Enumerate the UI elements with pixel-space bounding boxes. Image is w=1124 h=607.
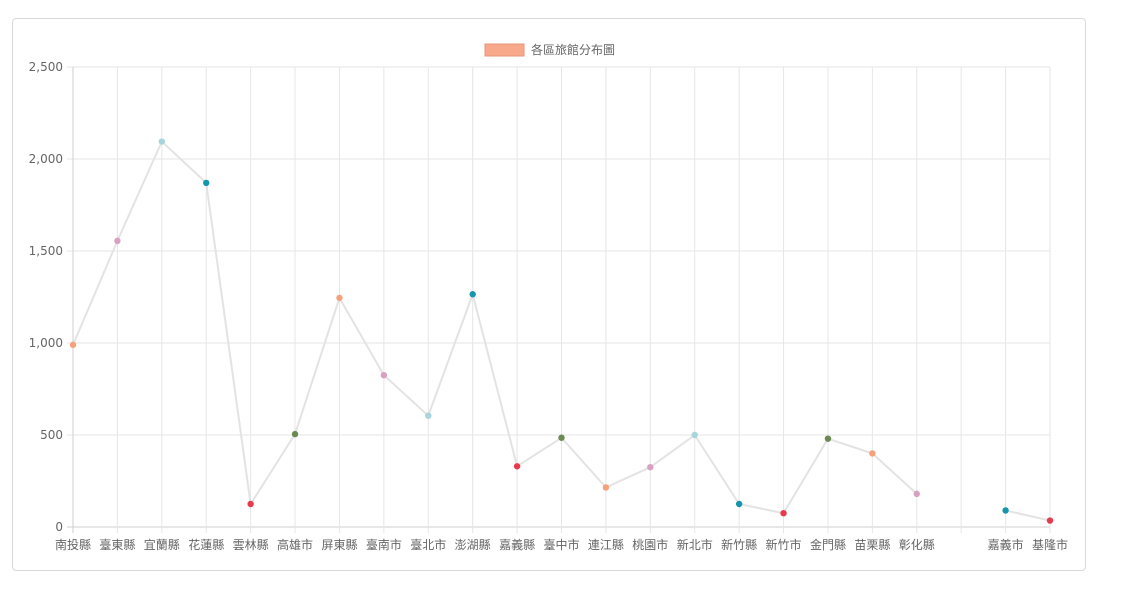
x-tick-label: 臺東縣 [99,537,135,552]
data-point[interactable] [203,179,210,187]
x-tick-label: 南投縣 [55,537,91,552]
data-point[interactable] [869,450,876,457]
x-tick-label: 彰化縣 [899,537,935,552]
data-point[interactable] [69,341,77,349]
x-tick-label: 澎湖縣 [455,537,491,552]
x-tick-label: 新竹縣 [721,537,757,552]
x-tick-label: 臺中市 [543,537,579,552]
chart-card [12,18,1086,571]
data-point[interactable] [114,237,121,245]
series-line [72,139,918,515]
legend-swatch[interactable] [484,43,525,57]
data-point[interactable] [780,510,787,517]
data-point[interactable] [247,500,254,508]
x-tick-label: 花蓮縣 [188,537,224,552]
data-point[interactable] [380,372,388,379]
x-tick-label: 雲林縣 [233,538,269,552]
y-tick-label: 1,500 [29,244,63,258]
data-point[interactable] [602,484,610,491]
y-tick-label: 2,500 [29,60,63,74]
data-point[interactable] [691,431,698,439]
series-lines [72,139,1051,522]
data-point[interactable] [1002,507,1009,514]
grid-lines [67,66,1051,533]
x-axis: 南投縣 臺東縣 宜蘭縣 花蓮縣 雲林縣 高雄市 屏東縣 臺南市 臺北市 澎湖縣 嘉義縣 臺中市 連江縣桃… [55,537,1068,552]
x-tick-label: 新竹市 [766,537,802,552]
data-point[interactable] [1046,517,1054,524]
legend[interactable]: 各區旅館分布圖 [484,42,615,57]
x-tick-label: 連江縣 [588,538,624,552]
data-point[interactable] [158,138,166,145]
legend-label[interactable]: 各區旅館分布圖 [531,42,615,57]
x-tick-label: 金門縣 [810,537,846,552]
x-tick-label: 桃園市 [632,537,668,552]
x-tick-label: 屏東縣 [321,538,357,552]
x-tick-label: 高雄市 [277,537,313,552]
data-point[interactable] [913,490,920,498]
series-line [1005,509,1051,522]
data-point[interactable] [647,464,654,471]
x-tick-label: 新北市 [677,537,713,552]
x-tick-label: 宜蘭縣 [144,537,180,552]
data-point[interactable] [425,412,432,419]
x-tick-label: 臺北市 [410,537,446,552]
data-point[interactable] [735,500,743,508]
data-point[interactable] [513,463,521,470]
y-tick-label: 500 [40,428,63,442]
series-points [69,138,1054,524]
x-tick-label: 臺南市 [366,537,402,552]
y-tick-label: 0 [55,520,63,534]
data-point[interactable] [291,430,299,438]
y-tick-label: 1,000 [29,336,63,350]
x-tick-label: 苗栗縣 [854,538,890,552]
data-point[interactable] [469,291,476,298]
data-point[interactable] [336,294,343,302]
y-axis: 0 500 1,000 1,500 2,000 2,500 [29,60,63,534]
data-point[interactable] [824,435,832,442]
y-tick-label: 2,000 [29,152,63,166]
data-point[interactable] [558,434,565,441]
x-tick-label: 嘉義市 [988,537,1024,552]
x-tick-label: 基隆市 [1032,537,1068,552]
x-tick-label: 嘉義縣 [499,537,535,552]
